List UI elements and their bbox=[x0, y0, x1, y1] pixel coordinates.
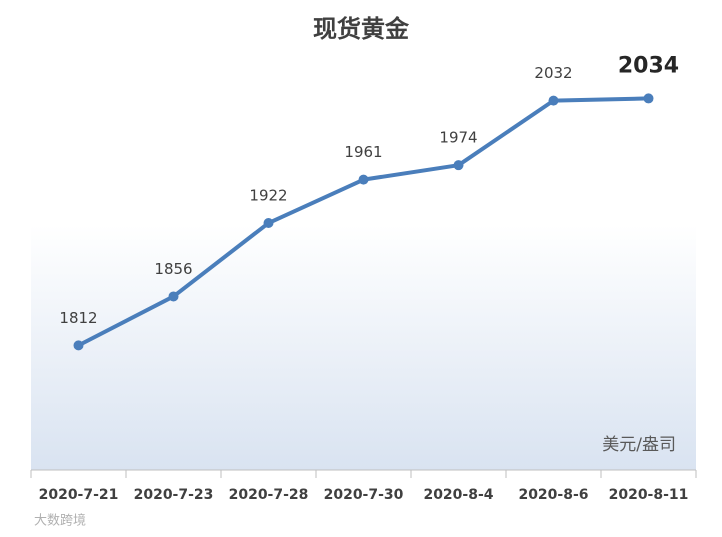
data-label: 1812 bbox=[59, 309, 97, 327]
x-tick-label: 2020-8-11 bbox=[609, 487, 689, 503]
data-label: 2032 bbox=[534, 64, 572, 82]
x-tick-label: 2020-7-21 bbox=[39, 487, 119, 503]
point bbox=[358, 174, 369, 185]
data-label: 1961 bbox=[344, 143, 382, 161]
x-tick-label: 2020-8-4 bbox=[423, 487, 493, 503]
data-label: 1856 bbox=[154, 260, 192, 278]
x-tick-label: 2020-7-23 bbox=[134, 487, 214, 503]
watermark: 大数跨境 bbox=[34, 514, 86, 529]
data-label: 2034 bbox=[618, 53, 679, 78]
data-label: 1974 bbox=[439, 129, 477, 147]
plot-background bbox=[31, 225, 696, 470]
chart-title: 现货黄金 bbox=[313, 15, 410, 43]
unit-label: 美元/盎司 bbox=[602, 435, 676, 455]
data-label: 1922 bbox=[249, 187, 287, 205]
x-tick-label: 2020-7-28 bbox=[229, 487, 309, 503]
point bbox=[73, 340, 84, 351]
point bbox=[548, 95, 559, 106]
point bbox=[168, 291, 179, 302]
point bbox=[453, 160, 464, 171]
point bbox=[643, 93, 654, 104]
x-tick-label: 2020-8-6 bbox=[518, 487, 588, 503]
point bbox=[263, 218, 274, 229]
x-tick-label: 2020-7-30 bbox=[324, 487, 404, 503]
